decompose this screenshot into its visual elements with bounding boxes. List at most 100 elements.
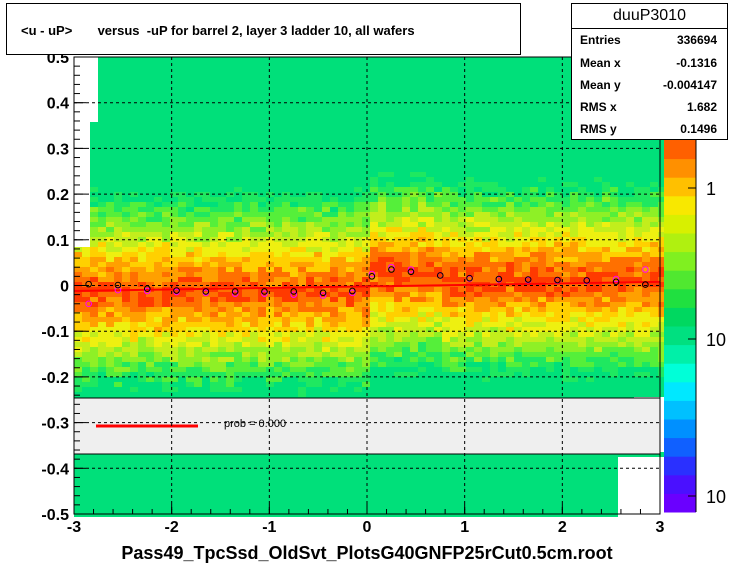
heatmap-cell — [178, 172, 186, 177]
heatmap-cell — [346, 282, 354, 287]
heatmap-cell — [98, 62, 106, 67]
heatmap-cell — [202, 87, 210, 92]
heatmap-cell — [394, 117, 402, 122]
heatmap-cell — [370, 477, 378, 482]
heatmap-cell — [514, 92, 522, 97]
heatmap-cell — [274, 147, 282, 152]
heatmap-cell — [258, 472, 266, 477]
heatmap-cell — [386, 277, 394, 282]
heatmap-cell — [234, 222, 242, 227]
heatmap-cell — [458, 157, 466, 162]
heatmap-cell — [450, 382, 458, 387]
heatmap-cell — [290, 77, 298, 82]
heatmap-cell — [250, 227, 258, 232]
heatmap-cell — [426, 322, 434, 327]
heatmap-cell — [274, 277, 282, 282]
heatmap-cell — [298, 507, 306, 512]
heatmap-cell — [410, 282, 418, 287]
heatmap-cell — [226, 102, 234, 107]
heatmap-cell — [122, 207, 130, 212]
heatmap-cell — [170, 217, 178, 222]
heatmap-cell — [298, 177, 306, 182]
heatmap-cell — [386, 107, 394, 112]
heatmap-cell — [498, 262, 506, 267]
heatmap-cell — [402, 502, 410, 507]
heatmap-cell — [266, 237, 274, 242]
heatmap-cell — [146, 247, 154, 252]
heatmap-cell — [498, 482, 506, 487]
heatmap-cell — [370, 87, 378, 92]
heatmap-cell — [250, 257, 258, 262]
heatmap-cell — [362, 357, 370, 362]
heatmap-cell — [170, 502, 178, 507]
heatmap-cell — [242, 277, 250, 282]
heatmap-cell — [298, 62, 306, 67]
heatmap-cell — [114, 162, 122, 167]
heatmap-cell — [450, 197, 458, 202]
heatmap-cell — [386, 367, 394, 372]
heatmap-cell — [498, 287, 506, 292]
heatmap-cell — [378, 372, 386, 377]
heatmap-cell — [402, 62, 410, 67]
heatmap-cell — [234, 367, 242, 372]
heatmap-cell — [306, 122, 314, 127]
heatmap-cell — [362, 147, 370, 152]
heatmap-cell — [90, 387, 98, 392]
heatmap-cell — [482, 192, 490, 197]
heatmap-cell — [242, 222, 250, 227]
heatmap-cell — [410, 387, 418, 392]
heatmap-cell — [458, 332, 466, 337]
heatmap-cell — [258, 347, 266, 352]
heatmap-cell — [242, 207, 250, 212]
heatmap-cell — [506, 232, 514, 237]
heatmap-cell — [402, 307, 410, 312]
heatmap-cell — [106, 337, 114, 342]
heatmap-cell — [306, 172, 314, 177]
heatmap-cell — [354, 502, 362, 507]
heatmap-cell — [386, 132, 394, 137]
heatmap-cell — [226, 257, 234, 262]
heatmap-cell — [514, 162, 522, 167]
heatmap-cell — [146, 282, 154, 287]
heatmap-cell — [498, 157, 506, 162]
heatmap-cell — [250, 507, 258, 512]
heatmap-cell — [450, 367, 458, 372]
heatmap-cell — [138, 367, 146, 372]
heatmap-cell — [458, 202, 466, 207]
heatmap-cell — [506, 257, 514, 262]
heatmap-cell — [298, 232, 306, 237]
heatmap-cell — [234, 62, 242, 67]
heatmap-cell — [170, 382, 178, 387]
heatmap-cell — [490, 287, 498, 292]
heatmap-cell — [370, 152, 378, 157]
heatmap-cell — [226, 172, 234, 177]
heatmap-cell — [450, 127, 458, 132]
heatmap-cell — [450, 142, 458, 147]
heatmap-cell — [426, 502, 434, 507]
heatmap-cell — [146, 72, 154, 77]
heatmap-cell — [210, 107, 218, 112]
heatmap-cell — [186, 257, 194, 262]
heatmap-cell — [250, 82, 258, 87]
heatmap-cell — [162, 302, 170, 307]
heatmap-cell — [458, 122, 466, 127]
heatmap-cell — [418, 177, 426, 182]
heatmap-cell — [186, 362, 194, 367]
heatmap-cell — [482, 217, 490, 222]
heatmap-cell — [418, 267, 426, 272]
heatmap-cell — [346, 222, 354, 227]
heatmap-cell — [362, 192, 370, 197]
heatmap-cell — [354, 347, 362, 352]
heatmap-cell — [466, 87, 474, 92]
heatmap-cell — [426, 187, 434, 192]
heatmap-cell — [346, 257, 354, 262]
heatmap-cell — [458, 502, 466, 507]
heatmap-cell — [90, 337, 98, 342]
heatmap-cell — [178, 462, 186, 467]
heatmap-cell — [402, 467, 410, 472]
heatmap-cell — [194, 392, 202, 397]
heatmap-cell — [210, 77, 218, 82]
heatmap-cell — [426, 212, 434, 217]
heatmap-cell — [458, 207, 466, 212]
heatmap-cell — [434, 302, 442, 307]
